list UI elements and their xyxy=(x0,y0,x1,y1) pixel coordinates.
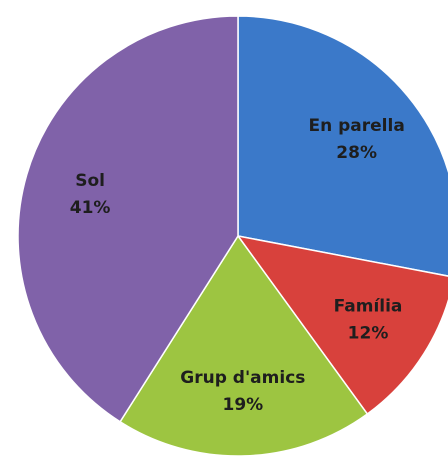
pie-slice xyxy=(236,234,448,416)
slice-value-label: 19% xyxy=(222,395,263,415)
pie-slice xyxy=(17,15,239,423)
slice-label: Grup d'amics xyxy=(180,368,305,388)
slice-label: Sol xyxy=(75,171,105,191)
slice-value-label: 12% xyxy=(348,324,389,344)
slice-label: En parella xyxy=(308,116,404,136)
slice-value-label: 28% xyxy=(336,143,377,163)
slice-label: Família xyxy=(334,297,403,317)
pie-slice xyxy=(237,15,448,277)
slice-value-label: 41% xyxy=(70,198,111,218)
